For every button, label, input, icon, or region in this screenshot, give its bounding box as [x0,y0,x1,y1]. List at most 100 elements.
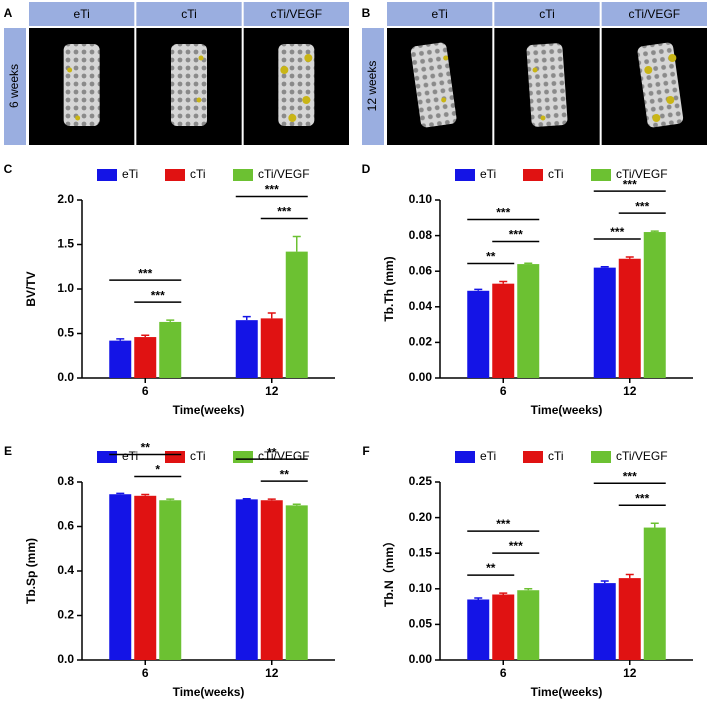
legend-swatch [233,169,253,181]
error-bar [650,230,659,233]
scaffold [278,44,315,126]
error-bar [166,498,175,501]
bone-spot [304,54,313,62]
column-header: eTi [432,7,448,21]
error-bar [499,592,508,595]
significance-label: *** [610,225,624,239]
y-tick-label: 0.10 [409,581,433,595]
row-label-cell [4,28,26,145]
row-label: 12 weeks [365,61,379,112]
error-bar [474,597,483,600]
bar [467,599,490,660]
image-panel: B 12 weeks eTi cTi cTi/VEGF [362,2,707,145]
y-tick-label: 0.5 [57,326,74,340]
error-bar [524,588,533,591]
column-header: cTi [539,7,555,21]
bar [159,321,182,378]
legend-swatch [523,169,543,181]
bar [134,337,157,378]
legend-label: cTi [190,167,206,181]
y-tick-label: 1.5 [57,237,74,251]
panel-label: B [362,6,371,20]
significance-label: *** [635,199,649,213]
significance-label: ** [267,445,277,459]
bone-spot [288,114,297,122]
bar [260,318,283,378]
legend-label: cTi [190,449,206,463]
scaffold [410,42,457,128]
x-tick-label: 6 [142,666,149,680]
bar [285,505,308,660]
significance-label: *** [635,491,649,505]
y-tick-label: 1.0 [57,281,74,295]
panel-label: F [362,444,369,458]
error-bar [116,338,125,341]
panel-label: D [362,162,371,176]
bone-spot [668,54,677,62]
significance-label: *** [623,177,637,191]
legend-swatch [165,169,185,181]
x-tick-label: 6 [500,666,507,680]
bone-spot [532,67,538,73]
column-header-cell [387,2,493,26]
legend-swatch [233,451,253,463]
bar [517,590,540,660]
bar [109,340,132,378]
bar [159,500,182,660]
significance-label: ** [280,467,290,481]
error-bar [650,522,659,528]
significance-label: *** [138,266,152,280]
y-tick-label: 0.00 [409,652,433,666]
column-header: eTi [74,7,90,21]
significance-label: ** [486,250,496,264]
x-tick-label: 12 [623,384,637,398]
y-tick-label: 0.06 [409,263,433,277]
bone-spot [302,96,311,104]
significance-label: * [155,463,160,477]
significance-label: *** [509,228,523,242]
column-header: cTi [181,7,197,21]
error-bar [499,280,508,284]
legend-label: eTi [480,449,496,463]
error-bar [166,319,175,322]
x-tick-label: 12 [265,384,279,398]
legend-label: cTi/VEGF [258,167,310,181]
bone-spot [198,55,204,61]
y-tick-label: 0.8 [57,474,74,488]
bar [492,283,515,378]
legend-label: eTi [480,167,496,181]
y-tick-label: 0.4 [57,563,74,577]
bone-spot [644,66,653,74]
column-header-cell [136,2,242,26]
bone-spot [75,115,81,121]
error-bar [242,497,251,500]
bone-spot [666,96,675,104]
legend-label: eTi [122,449,138,463]
panel-label: A [4,6,13,20]
x-axis-title: Time(weeks) [173,685,245,699]
error-bar [474,288,483,291]
legend-swatch [455,169,475,181]
bar [492,594,515,660]
bone-spot [443,55,449,61]
legend-label: cTi [548,167,564,181]
scaffold [526,43,568,127]
x-axis-title: Time(weeks) [173,403,245,417]
bar [517,264,540,378]
legend-swatch [591,169,611,181]
y-tick-label: 2.0 [57,192,74,206]
bone-spot [441,97,447,103]
y-axis-title: Tb.Th (mm) [382,256,396,321]
y-axis-title: Tb.N（mm） [381,535,396,607]
error-bar [141,334,150,338]
bone-spot [67,67,73,73]
legend-swatch [455,451,475,463]
legend-label: cTi/VEGF [258,449,310,463]
legend-label: cTi/VEGF [616,449,668,463]
bar [593,267,616,378]
legend-label: eTi [122,167,138,181]
significance-label: *** [277,205,291,219]
